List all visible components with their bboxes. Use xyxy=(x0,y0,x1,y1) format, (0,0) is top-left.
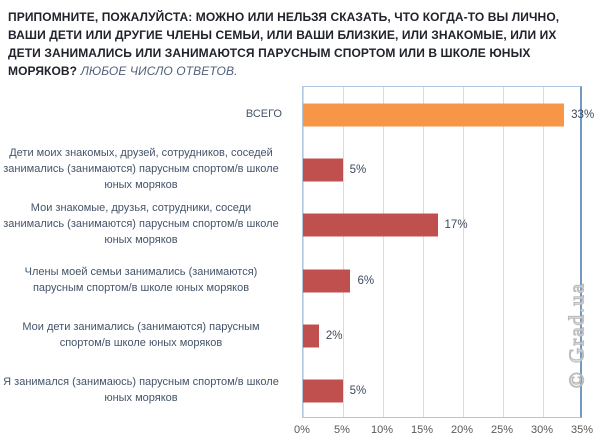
x-tick-label: 30% xyxy=(530,424,554,436)
bar xyxy=(303,324,319,348)
bar-value-label: 6% xyxy=(357,274,375,287)
chart-title: ПРИПОМНИТЕ, ПОЖАЛУЙСТА: МОЖНО ИЛИ НЕЛЬЗЯ… xyxy=(8,8,592,80)
bar-row: 6% xyxy=(303,253,580,308)
bar-row: 2% xyxy=(303,308,580,363)
category-axis-labels: ВСЕГО Дети моих знакомых, друзей, сотрудн… xyxy=(0,86,292,418)
category-label-row: Члены моей семьи занимались (занимаются)… xyxy=(0,252,292,307)
bar xyxy=(303,213,438,237)
category-label: Члены моей семьи занимались (занимаются)… xyxy=(24,265,258,294)
x-axis-ticks: 0% 5% 10% 15% 20% 25% 30% 35% xyxy=(294,424,593,440)
category-label: Дети моих знакомых, друзей, сотрудников,… xyxy=(3,146,279,191)
bar-value-label: 33% xyxy=(571,108,595,121)
category-label-row: Мои знакомые, друзья, сотрудники, соседи… xyxy=(0,197,292,252)
chart-title-note: ЛЮБОЕ ЧИСЛО ОТВЕТОВ. xyxy=(80,64,238,78)
bar-row: 17% xyxy=(303,198,580,253)
bar xyxy=(303,379,343,403)
category-label: ВСЕГО xyxy=(245,107,282,120)
x-tick-label: 25% xyxy=(490,424,514,436)
category-label: Мои знакомые, друзья, сотрудники, соседи… xyxy=(3,202,279,247)
x-tick-label: 5% xyxy=(334,424,350,436)
bar xyxy=(303,158,343,182)
watermark: © Grad.ua xyxy=(564,281,589,389)
plot-area: 33% 5% 17% 6% 2% 5% xyxy=(302,86,594,419)
bar-row: 5% xyxy=(303,142,580,197)
bar-value-label: 5% xyxy=(349,163,367,176)
category-label-row: Я занимался (занимаюсь) парусным спортом… xyxy=(0,363,292,418)
category-label-row: Мои дети занимались (занимаются) парусны… xyxy=(0,307,292,362)
x-tick-label: 0% xyxy=(294,424,310,436)
category-label: Я занимался (занимаюсь) парусным спортом… xyxy=(3,376,279,405)
bar-row: 5% xyxy=(303,364,580,419)
bar-value-label: 2% xyxy=(325,329,343,342)
bar xyxy=(303,103,565,127)
bar-row: 33% xyxy=(303,87,594,142)
category-label-row: Дети моих знакомых, друзей, сотрудников,… xyxy=(0,141,292,196)
bar xyxy=(303,269,351,293)
x-tick-label: 15% xyxy=(410,424,434,436)
x-tick-label: 10% xyxy=(370,424,394,436)
bar-value-label: 5% xyxy=(349,385,367,398)
x-tick-label: 35% xyxy=(570,424,594,436)
bar-chart: ВСЕГО Дети моих знакомых, друзей, сотрудн… xyxy=(0,86,600,436)
category-label: Мои дети занимались (занимаются) парусны… xyxy=(22,320,260,349)
category-label-row: ВСЕГО xyxy=(0,86,292,141)
chart-title-main: ПРИПОМНИТЕ, ПОЖАЛУЙСТА: МОЖНО ИЛИ НЕЛЬЗЯ… xyxy=(8,10,560,78)
bar-value-label: 17% xyxy=(444,219,468,232)
x-tick-label: 20% xyxy=(450,424,474,436)
